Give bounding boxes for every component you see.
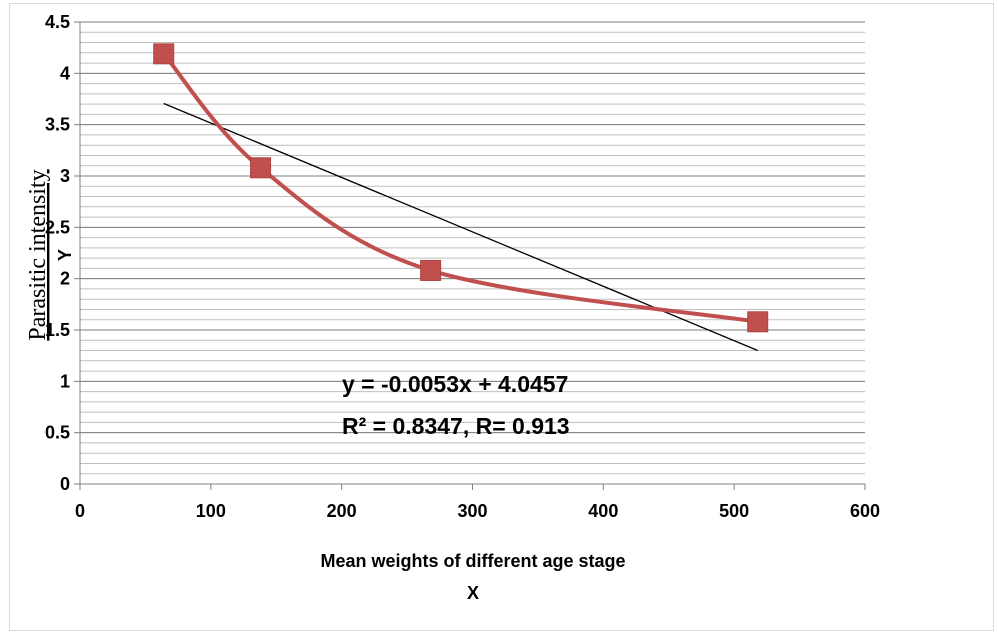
axes [74, 21, 866, 490]
y-axis-sublabel: Y [55, 249, 75, 261]
x-tick-label: 0 [75, 501, 85, 521]
y-tick-label: 0 [60, 474, 70, 494]
x-tick-label: 600 [850, 501, 880, 521]
data-point [747, 311, 769, 333]
x-tick-label: 200 [327, 501, 357, 521]
y-tick-label: 3.5 [45, 115, 70, 135]
x-tick-label: 400 [588, 501, 618, 521]
data-point [250, 157, 272, 179]
trendline-equation: y = -0.0053x + 4.0457 [342, 371, 568, 397]
data-series [153, 43, 769, 352]
r-squared-label: R² = 0.8347, R= 0.913 [342, 413, 570, 439]
x-tick-label: 100 [196, 501, 226, 521]
x-tick-label: 300 [457, 501, 487, 521]
x-axis-sublabel: X [467, 583, 479, 603]
chart-frame [9, 3, 994, 631]
x-tick-label: 500 [719, 501, 749, 521]
data-point [153, 43, 175, 65]
y-tick-label: 1 [60, 371, 70, 391]
y-tick-label: 1.5 [45, 320, 70, 340]
y-axis-title: Parasitic intensity [25, 169, 51, 340]
y-tick-label: 2.5 [45, 217, 70, 237]
x-axis-title: Mean weights of different age stage [320, 551, 625, 571]
series-line [162, 52, 759, 324]
y-tick-label: 0.5 [45, 423, 70, 443]
data-point [420, 259, 442, 281]
y-tick-label: 4.5 [45, 12, 70, 32]
x-tick-labels: 0 100 200 300 400 500 600 [75, 501, 880, 521]
y-tick-label: 2 [60, 269, 70, 289]
y-tick-label: 3 [60, 166, 70, 186]
gridlines [80, 21, 865, 485]
y-tick-labels: 0 0.5 1 1.5 2 2.5 3 3.5 4 4.5 [45, 12, 70, 494]
y-tick-label: 4 [60, 63, 70, 83]
